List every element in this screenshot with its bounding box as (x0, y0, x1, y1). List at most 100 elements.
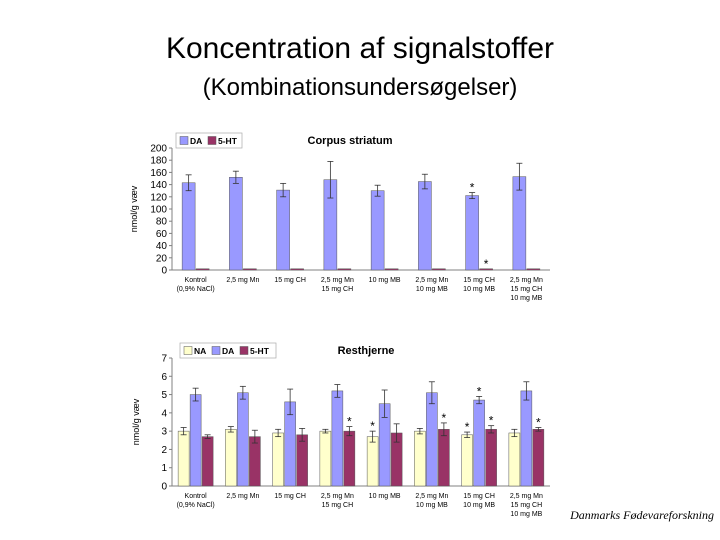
bar-5-ht (479, 268, 493, 271)
significance-marker: * (489, 414, 494, 428)
bar-da (426, 392, 438, 487)
y-tick-label: 80 (156, 217, 168, 228)
legend-swatch (211, 346, 221, 355)
bar-5-ht (195, 268, 210, 271)
bar-5-ht (337, 268, 352, 271)
category-label: 15 mg CH (463, 277, 495, 284)
y-tick-label: 200 (150, 144, 167, 155)
category-label: 15 mg CH (511, 502, 543, 509)
y-tick-label: 120 (150, 192, 167, 203)
y-tick-label: 2 (161, 445, 167, 456)
significance-marker: * (484, 257, 489, 271)
y-tick-label: 40 (156, 241, 168, 252)
bar-na (508, 432, 521, 487)
bar-na (319, 430, 332, 487)
category-label: 10 mg MB (463, 502, 495, 509)
bar-5-ht (343, 430, 356, 487)
y-tick-label: 6 (161, 372, 167, 383)
bar-na (225, 429, 237, 487)
footer-credit: Danmarks Fødevareforskning (570, 508, 714, 522)
y-tick-label: 0 (161, 482, 167, 493)
chart-resthjerne: Resthjerne nmol/g væv 0 1 2 3 4 5 6 7 * * * * * * * Kontr… (131, 342, 550, 518)
y-tick-label: 3 (161, 427, 167, 438)
legend-swatch (179, 136, 189, 145)
y-tick-label: 7 (161, 354, 167, 365)
category-label: 15 mg CH (322, 502, 354, 509)
category-label: 2,5 mg Mn (510, 493, 543, 500)
y-tick-label: 160 (150, 168, 167, 179)
category-label: 10 mg MB (416, 502, 448, 509)
bar-5-ht (485, 429, 497, 487)
legend-box (179, 342, 277, 359)
category-label: 15 mg CH (322, 286, 354, 293)
legend-label: DA (190, 136, 202, 146)
legend-swatch (239, 346, 249, 355)
bar-5-ht (296, 434, 308, 487)
bar-5-ht (290, 268, 304, 271)
bar-na (414, 430, 426, 487)
category-label: (0,9% NaCl) (177, 502, 215, 509)
category-label: 10 mg MB (463, 286, 495, 293)
category-label: 2,5 mg Mn (226, 277, 259, 284)
category-label: 10 mg MB (369, 493, 401, 500)
bar-da (473, 399, 485, 487)
y-tick-label: 180 (150, 156, 167, 167)
category-label: 2,5 mg Mn (226, 493, 259, 500)
category-label: 10 mg MB (510, 511, 542, 518)
legend-label: DA (222, 346, 234, 356)
bar-da (189, 394, 202, 487)
bar-5-ht (384, 268, 399, 271)
bar-da (276, 189, 290, 271)
bar-5-ht (438, 429, 450, 487)
bar-na (461, 434, 473, 487)
bar-da (331, 390, 344, 487)
bar-5-ht (432, 268, 446, 271)
y-tick-label: 100 (150, 205, 167, 216)
bar-da (418, 181, 432, 271)
significance-marker: * (370, 419, 375, 433)
significance-marker: * (470, 181, 475, 195)
bar-5-ht (201, 436, 214, 487)
category-label: 15 mg CH (274, 493, 306, 500)
legend-swatch (183, 346, 193, 355)
category-label: Kontrol (185, 277, 208, 284)
category-label: 2,5 mg Mn (321, 277, 354, 284)
bar-5-ht (532, 429, 545, 487)
y-tick-label: 5 (161, 390, 167, 401)
bar-da (520, 390, 533, 487)
page-subtitle: (Kombinationsundersøgelser) (202, 74, 518, 101)
bar-na (366, 436, 379, 487)
y-tick-label: 20 (156, 253, 168, 264)
y-tick-label: 140 (150, 180, 167, 191)
bar-da (237, 392, 249, 487)
category-label: 10 mg MB (510, 295, 542, 302)
category-label: 10 mg MB (416, 286, 448, 293)
significance-marker: * (477, 384, 482, 398)
category-label: 2,5 mg Mn (510, 277, 543, 284)
page-title: Koncentration af signalstoffer (165, 32, 555, 65)
category-label: 10 mg MB (369, 277, 401, 284)
bar-da (465, 195, 479, 271)
legend-label: 5-HT (218, 136, 238, 146)
y-axis-label: nmol/g væv (131, 398, 141, 445)
significance-marker: * (465, 420, 470, 434)
legend-label: 5-HT (250, 346, 270, 356)
bar-na (272, 432, 284, 487)
legend-swatch (207, 136, 217, 145)
chart-title: Resthjerne (338, 345, 395, 357)
bar-da (370, 190, 385, 271)
significance-marker: * (347, 415, 352, 429)
significance-marker: * (536, 415, 541, 429)
y-tick-label: 4 (161, 408, 167, 419)
legend-label: NA (194, 346, 206, 356)
significance-marker: * (442, 411, 447, 425)
category-label: 2,5 mg Mn (321, 493, 354, 500)
category-label: 15 mg CH (274, 277, 306, 284)
y-tick-label: 1 (161, 463, 167, 474)
bar-5-ht (249, 436, 261, 487)
category-label: 2,5 mg Mn (415, 493, 448, 500)
bar-da (512, 176, 527, 271)
bar-da (229, 177, 243, 271)
bar-da (181, 182, 196, 271)
